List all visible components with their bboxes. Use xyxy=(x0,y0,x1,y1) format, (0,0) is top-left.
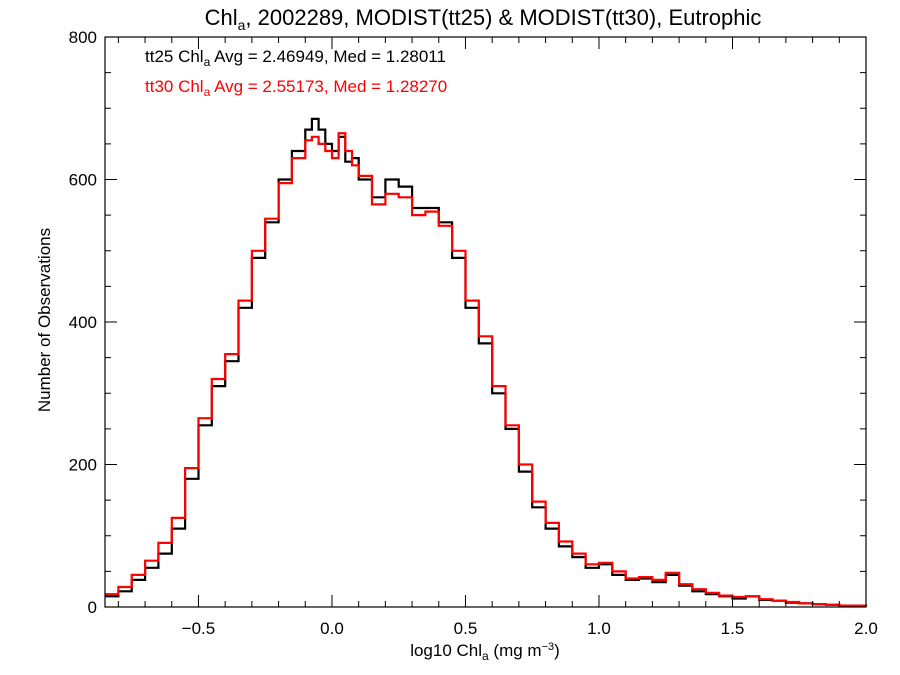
x-axis-ticks: −0.5 0.0 0.5 1.0 1.5 2.0 xyxy=(117,37,878,638)
plot-frame xyxy=(104,36,867,608)
chart-title-prefix: Chl xyxy=(205,5,238,30)
x-axis-label-close: ) xyxy=(554,641,560,660)
x-tick-label: 1.5 xyxy=(721,619,745,638)
chart-title-suffix: , 2002289, MODIST(tt25) & MODIST(tt30), … xyxy=(245,5,761,30)
legend-tt30-suffix: Avg = 2.55173, Med = 1.28270 xyxy=(210,77,447,96)
y-tick-label: 200 xyxy=(69,456,97,475)
legend-entry-tt25: tt25 Chla Avg = 2.46949, Med = 1.28011 xyxy=(145,47,446,69)
legend-tt25-suffix: Avg = 2.46949, Med = 1.28011 xyxy=(210,47,446,66)
x-tick-label: 2.0 xyxy=(854,619,878,638)
x-axis-label: log10 Chla (mg m−3) xyxy=(410,641,560,663)
legend: tt25 Chla Avg = 2.46949, Med = 1.28011 t… xyxy=(145,47,447,99)
legend-tt30-sub: a xyxy=(204,85,211,99)
chart-title-sub: a xyxy=(238,17,246,33)
x-axis-label-sup: −3 xyxy=(542,641,555,653)
legend-tt25-prefix: tt25 Chl xyxy=(145,47,204,66)
x-tick-label: −0.5 xyxy=(182,619,216,638)
x-tick-label: 1.0 xyxy=(587,619,611,638)
y-tick-label: 400 xyxy=(69,313,97,332)
y-tick-label: 800 xyxy=(69,28,97,47)
plot-series xyxy=(105,117,868,607)
legend-tt30-prefix: tt30 Chl xyxy=(145,77,204,96)
legend-tt25-sub: a xyxy=(204,55,211,69)
y-axis-label: Number of Observations xyxy=(35,228,54,412)
x-axis-label-prefix: log10 Chl xyxy=(410,641,482,660)
y-tick-label: 600 xyxy=(69,171,97,190)
x-tick-label: 0.0 xyxy=(320,619,344,638)
chart-title: Chla, 2002289, MODIST(tt25) & MODIST(tt3… xyxy=(205,5,762,33)
legend-entry-tt30: tt30 Chla Avg = 2.55173, Med = 1.28270 xyxy=(145,77,447,99)
x-axis-label-sub: a xyxy=(482,649,489,663)
x-axis-label-suffix: (mg m xyxy=(489,641,542,660)
x-tick-label: 0.5 xyxy=(454,619,478,638)
series-line-tt25 xyxy=(105,117,868,607)
series-line-tt30 xyxy=(105,132,868,607)
y-axis-ticks: 0 200 400 600 800 xyxy=(69,28,866,617)
y-tick-label: 0 xyxy=(88,598,97,617)
